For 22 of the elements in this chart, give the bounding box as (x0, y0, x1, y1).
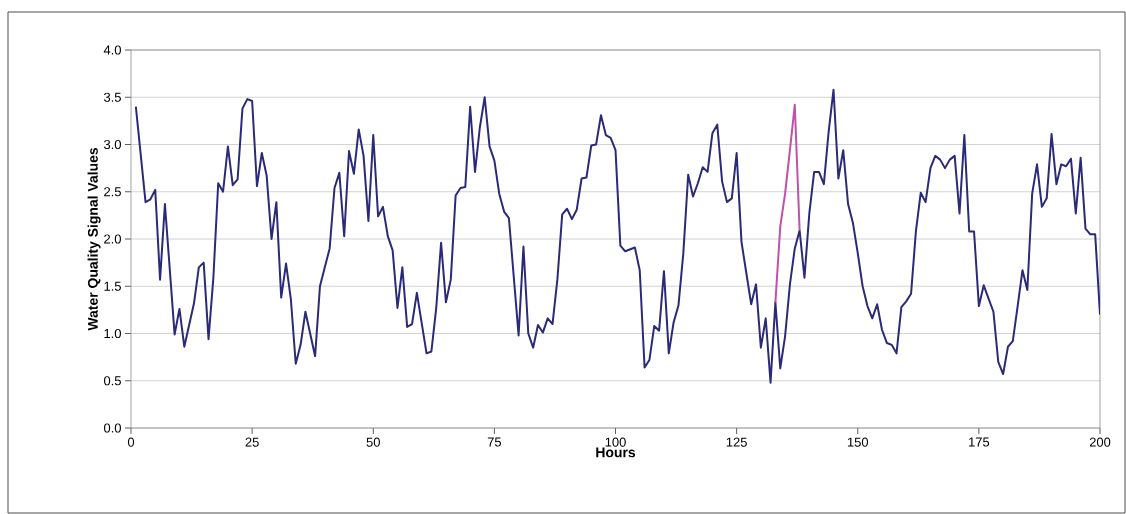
x-axis-title: Hours (596, 447, 636, 458)
y-tick-label: 0.5 (103, 376, 121, 386)
x-tick-label: 150 (847, 437, 869, 447)
line-series (774, 103, 801, 304)
x-tick-label: 175 (969, 437, 990, 447)
x-tick-label: 125 (726, 437, 747, 447)
x-tick-label: 25 (245, 437, 259, 447)
x-tick-label: 200 (1089, 437, 1111, 447)
y-tick-label: 4.0 (103, 45, 121, 55)
x-tick-label: 100 (605, 437, 626, 447)
line-series (134, 88, 1101, 384)
y-tick-label: 2.5 (104, 187, 121, 197)
y-tick-label: 3.0 (103, 139, 121, 150)
y-tick-label: 1.0 (104, 328, 121, 339)
y-tick-label: 1.5 (104, 281, 121, 291)
y-tick-label: 3.5 (103, 92, 121, 102)
x-tick-label: 0 (127, 437, 135, 447)
y-axis-title: Water Quality Signal Values (87, 147, 101, 331)
x-tick-label: 75 (487, 437, 502, 447)
y-tick-label: 2.0 (104, 234, 121, 244)
x-tick-label: 50 (366, 437, 380, 447)
y-tick-label: 0.0 (103, 423, 121, 433)
